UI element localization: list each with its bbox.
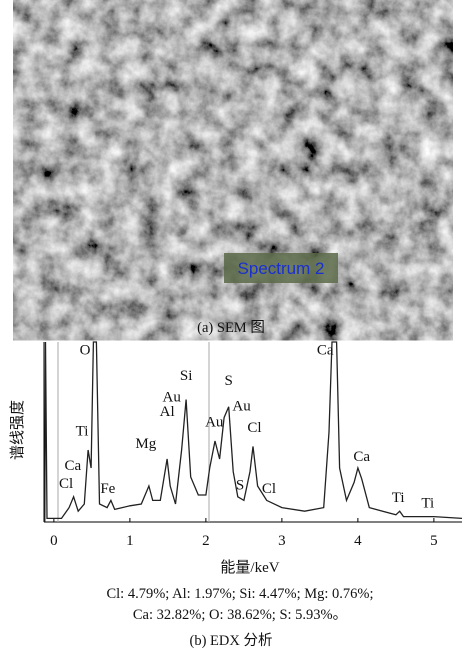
x-tick-label: 5 <box>430 533 438 549</box>
peak-label: S <box>236 478 244 494</box>
peak-label: Ti <box>392 490 405 506</box>
sem-caption: (a) SEM 图 <box>197 320 265 336</box>
peak-label: Ca <box>353 449 370 465</box>
peak-label: Ti <box>76 424 89 440</box>
x-tick-label: 0 <box>50 533 58 549</box>
composition-line: Ca: 32.82%; O: 38.62%; S: 5.93%。 <box>133 607 347 623</box>
composition-line: Cl: 4.79%; Al: 1.97%; Si: 4.47%; Mg: 0.7… <box>106 586 373 602</box>
x-tick-label: 3 <box>278 533 286 549</box>
peak-label: Cl <box>59 476 73 492</box>
x-tick-label: 4 <box>354 533 362 549</box>
spectrum-line <box>44 341 463 523</box>
peak-label: Ca <box>317 343 334 359</box>
peak-label: Au <box>232 398 251 414</box>
peak-label: S <box>225 373 233 389</box>
peak-label: Fe <box>100 481 115 497</box>
sem-image: Spectrum 2 <box>50 5 416 310</box>
peak-label: Al <box>160 404 175 420</box>
peak-label: Si <box>180 368 193 384</box>
peak-label: Cl <box>247 420 261 436</box>
peak-label: Au <box>163 389 182 405</box>
peak-label: Ti <box>421 496 434 512</box>
sem-label: Spectrum 2 <box>238 259 325 278</box>
y-axis-label: 谱线强度 <box>9 400 26 460</box>
edx-caption: (b) EDX 分析 <box>190 632 273 649</box>
x-tick-label: 2 <box>202 533 210 549</box>
peak-label: Mg <box>135 436 156 452</box>
peak-label: Ca <box>65 458 82 474</box>
peak-label: Cl <box>262 481 276 497</box>
peak-label: O <box>80 343 91 359</box>
x-axis-label: 能量/keV <box>220 559 279 576</box>
x-tick-label: 1 <box>126 533 134 549</box>
peak-label: Au <box>205 415 224 431</box>
